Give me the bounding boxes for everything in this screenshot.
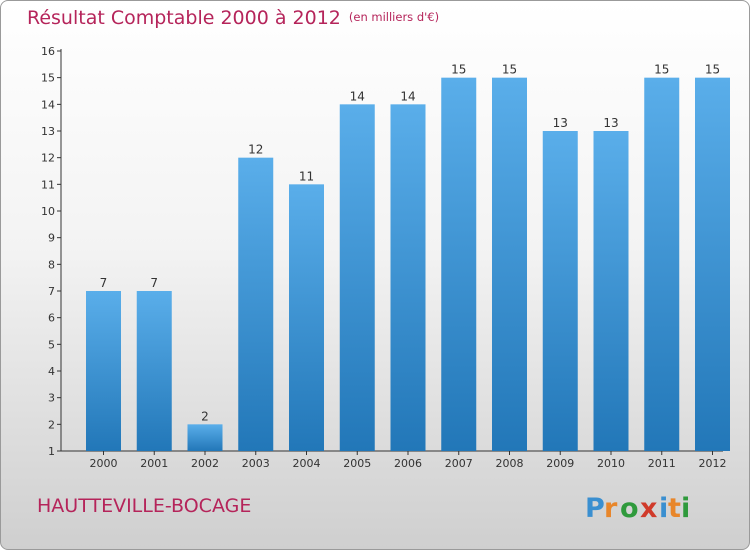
bar-2006 [390,104,426,451]
bar-value-label: 15 [654,63,669,77]
svg-text:o: o [620,493,639,524]
y-tick-label: 16 [41,45,55,58]
y-tick-label: 7 [48,285,55,298]
bar-2003 [238,157,274,451]
bar-2002 [187,424,223,451]
svg-text:i: i [659,493,668,524]
x-axis: 2000 2001 2002 2003 2004 2005 2006 2007 2008 2009… [61,450,727,470]
x-tick-label: 2008 [496,457,524,470]
y-tick-label: 6 [48,312,55,325]
svg-text:t: t [668,493,681,524]
x-tick-label: 2001 [140,457,168,470]
bar-value-label: 15 [502,63,517,77]
x-tick-label: 2010 [597,457,625,470]
x-tick-label: 2002 [191,457,219,470]
svg-text:P: P [585,493,605,524]
x-tick-label: 2004 [293,457,321,470]
y-tick-label: 13 [41,125,55,138]
bar-value-label: 12 [248,143,263,157]
y-tick-label: 1 [48,445,55,458]
chart-title: Résultat Comptable 2000 à 2012 (en millie… [27,7,439,29]
y-tick-label: 8 [48,258,55,271]
x-tick-label: 2000 [90,457,118,470]
y-tick-label: 14 [41,98,55,111]
chart-unit: (en milliers d'€) [348,10,440,24]
y-tick-label: 15 [41,72,55,85]
bar-2005 [339,104,375,451]
bar-2010 [593,131,629,451]
town-name: HAUTTEVILLE-BOCAGE [37,495,252,517]
x-tick-label: 2005 [343,457,371,470]
x-tick-label: 2009 [546,457,574,470]
bar-value-label: 13 [553,116,568,130]
bar-2011 [644,77,680,452]
x-tick-label: 2003 [242,457,270,470]
bar-value-label: 7 [100,276,108,290]
x-tick-label: 2011 [648,457,676,470]
svg-text:x: x [640,493,657,524]
x-tick-label: 2012 [699,457,727,470]
bar-2001 [136,291,172,451]
bar-value-label: 7 [150,276,158,290]
chart-title-text: Résultat Comptable 2000 à 2012 [27,7,341,29]
y-tick-label: 4 [48,365,55,378]
y-tick-label: 5 [48,338,55,351]
bar-2007 [441,77,477,452]
bar-value-label: 14 [400,89,415,103]
y-tick-label: 11 [41,178,55,191]
x-tick-label: 2007 [445,457,473,470]
bar-value-label: 15 [705,63,720,77]
y-tick-label: 2 [48,418,55,431]
bar-2009 [542,131,578,451]
bar-value-label: 15 [451,63,466,77]
y-tick-label: 9 [48,232,55,245]
bar-2012 [695,77,730,452]
bar-2000 [86,291,121,451]
proxiti-logo: P r o x i t i [585,493,690,524]
bar-value-label: 14 [350,89,365,103]
bar-value-label: 13 [603,116,618,130]
bars-group: 7 7 2 12 11 14 14 15 15 13 13 15 15 [86,63,730,452]
bar-value-label: 2 [201,409,209,423]
bar-2008 [492,77,527,452]
bar-2004 [289,184,324,452]
svg-text:i: i [681,493,690,524]
x-tick-label: 2006 [394,457,422,470]
svg-text:r: r [604,493,618,524]
y-tick-label: 10 [41,205,55,218]
y-tick-label: 3 [48,392,55,405]
bar-value-label: 11 [299,169,314,183]
y-tick-label: 12 [41,152,55,165]
